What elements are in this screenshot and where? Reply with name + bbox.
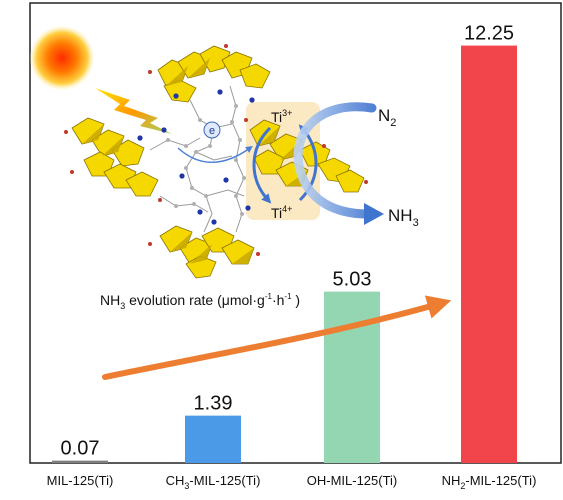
- electron-icon: [203, 121, 221, 139]
- bar-4: [461, 45, 517, 464]
- ti3-label: Ti3+: [271, 108, 292, 125]
- n2-label: N2: [378, 106, 396, 129]
- nh3-label: NH3: [388, 206, 419, 229]
- trend-arrow: [102, 295, 452, 380]
- reduction-arrow: [252, 126, 272, 204]
- bar-3: [324, 291, 380, 463]
- value-label-3: 5.03: [333, 269, 372, 291]
- value-label-4: 12.25: [464, 23, 514, 45]
- value-label-2: 1.39: [194, 393, 233, 415]
- ti4-label: Ti4+: [271, 204, 292, 221]
- sun-icon: [30, 26, 94, 90]
- x-tick-label-3: OH-MIL-125(Ti): [307, 473, 398, 488]
- bar-series: [52, 45, 517, 464]
- schematic: e Ti3+ Ti4+ N2 NH3: [30, 26, 419, 279]
- mof-framework-icon: [64, 44, 368, 279]
- nh3-arrowhead: [364, 203, 384, 225]
- electron-path-arrow: [177, 145, 253, 163]
- x-tick-label-1: MIL-125(Ti): [47, 473, 114, 488]
- electron-label: e: [209, 125, 215, 137]
- lightning-icon: [95, 88, 172, 134]
- axis-title: NH3 evolution rate (μmol·g-1·h-1 ): [100, 292, 300, 311]
- x-tick-label-4: NH2-MIL-125(Ti): [442, 473, 537, 491]
- bar-1: [52, 460, 108, 463]
- value-labels: 0.07 1.39 5.03 12.25: [61, 23, 515, 460]
- n2-to-nh3-arc: [293, 102, 377, 219]
- x-tick-labels: MIL-125(Ti) CH3-MIL-125(Ti) OH-MIL-125(Ti)…: [47, 473, 537, 491]
- value-label-1: 0.07: [61, 438, 100, 460]
- x-tick-label-2: CH3-MIL-125(Ti): [166, 473, 261, 491]
- bar-2: [185, 415, 241, 463]
- plot-frame: [29, 2, 562, 464]
